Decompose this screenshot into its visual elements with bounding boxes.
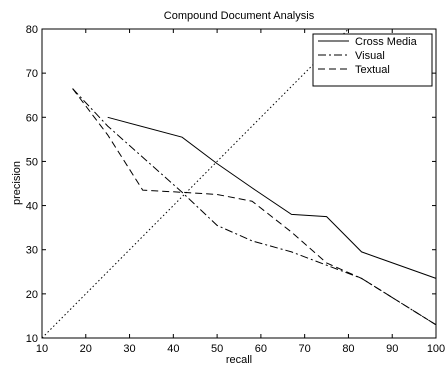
legend-box [312,33,433,87]
legend-entry-label: Visual [355,50,385,62]
y-tick-label: 80 [26,24,38,36]
x-tick-label: 40 [167,343,179,355]
x-tick-label: 10 [36,343,48,355]
series-line-cross-media [107,116,437,279]
x-tick-label: 70 [299,343,311,355]
legend-entry-label: Textual [355,64,390,76]
axis-ticks: 10 20 30 40 50 60 70 80 90 100 10 20 30 40 50 60 70 80 [26,24,445,355]
x-tick-label: 80 [342,343,354,355]
y-tick-label: 30 [26,245,38,257]
y-tick-label: 60 [26,112,38,124]
x-tick-label: 100 [427,343,445,355]
x-tick-label: 50 [211,343,223,355]
y-tick-label: 70 [26,68,38,80]
y-tick-label: 10 [26,333,38,345]
y-tick-label: 50 [26,156,38,168]
plot-area [41,28,437,339]
y-tick-label: 40 [26,201,38,213]
y-axis-label: precision [11,161,23,205]
series-line-textual [72,88,437,326]
x-axis-label: recall [226,354,252,366]
x-tick-label: 90 [386,343,398,355]
series-line-reference-3 [41,28,349,339]
x-tick-label: 20 [80,343,92,355]
series-layer [41,28,437,339]
x-tick-label: 30 [123,343,135,355]
legend-entry-label: Cross Media [355,36,418,48]
chart-title: Compound Document Analysis [164,10,315,22]
series-line-visual [72,88,437,326]
y-tick-label: 20 [26,289,38,301]
legend: Cross Media Visual Textual [312,33,433,87]
x-tick-label: 60 [255,343,267,355]
